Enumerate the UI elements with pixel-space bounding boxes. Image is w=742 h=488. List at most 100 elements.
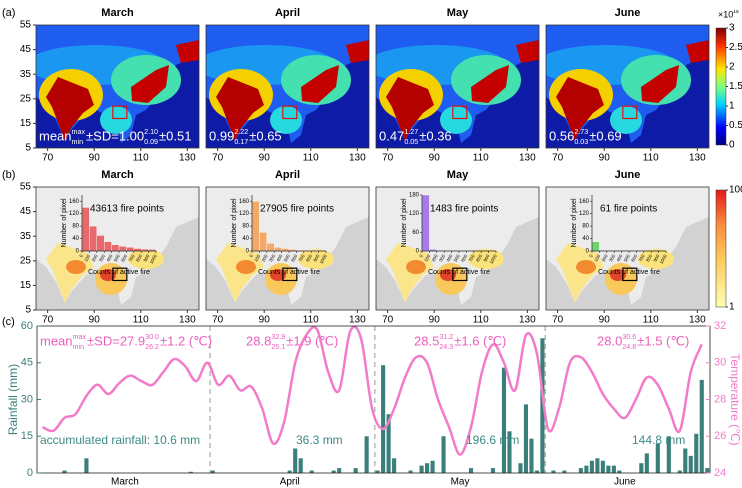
- inset-x-tick-label: 0: [418, 253, 424, 258]
- inset-y-tick-label: 160: [239, 199, 250, 205]
- inset-x-tick-label: 200: [431, 253, 439, 262]
- rain-bar: [507, 431, 512, 473]
- study-box: [452, 105, 468, 120]
- inset-y-tick-label: 40: [582, 236, 589, 242]
- rain-bar: [705, 468, 710, 473]
- histogram-bar: [281, 248, 290, 252]
- map-frame: [545, 24, 710, 149]
- map-frame: [35, 24, 200, 149]
- x-tick-label: 130: [519, 153, 536, 164]
- rain-bar: [375, 470, 380, 473]
- inset-y-tick-label: 180: [409, 193, 420, 199]
- x-tick-label: 70: [212, 153, 224, 164]
- rain-bar: [430, 460, 435, 473]
- inset-x-tick-label: 200: [601, 253, 609, 262]
- temperature-stats-sub: 24.8: [622, 343, 636, 351]
- temperature-stats-sub: min: [73, 343, 85, 351]
- stats-text-sub: min: [72, 138, 84, 146]
- y2-tick-label: 28: [714, 393, 726, 405]
- rain-bar: [683, 448, 688, 473]
- histogram-bar: [266, 243, 275, 252]
- inset-y-label: Number of pixel: [61, 198, 68, 247]
- fire-points: 61 fire points: [600, 204, 657, 215]
- stats-text: 0.99: [209, 128, 234, 143]
- inset-y-tick-label: 120: [69, 211, 80, 217]
- y-tick-label: 0: [27, 467, 33, 479]
- inset-x-tick-label: 900: [482, 253, 490, 262]
- stats-text-sup: max: [72, 128, 86, 136]
- inset-x-label: Counts of active fire: [88, 269, 150, 276]
- rain-bar: [694, 433, 699, 473]
- x-tick-label: 70: [212, 315, 224, 326]
- temperature-stats: ±1.9 (℃): [286, 333, 338, 348]
- rain-bar: [578, 468, 583, 473]
- y-tick-label: 15: [20, 280, 32, 291]
- stats-text: ±0.69: [589, 128, 621, 143]
- map-frame: [375, 24, 540, 149]
- rain-bar: [595, 458, 600, 473]
- inset-x-tick-label: 300: [438, 253, 446, 262]
- study-box: [112, 105, 128, 120]
- y2-tick-label: 30: [714, 357, 726, 369]
- y-tick-label: 35: [20, 231, 32, 242]
- inset-x-tick-label: 1000: [319, 253, 329, 265]
- stats-text-sup: 2.10: [144, 128, 158, 136]
- x-tick-label: 130: [349, 315, 366, 326]
- x-tick-label: 110: [643, 153, 659, 164]
- inset-x-label: Counts of active fire: [598, 269, 660, 276]
- temperature-stats: 28.8: [246, 333, 271, 348]
- stats-text-sub: 0.17: [234, 138, 248, 146]
- temperature-stats: 28.5: [414, 333, 439, 348]
- histogram-bar: [89, 225, 98, 252]
- x-tick-label: 130: [689, 153, 706, 164]
- colorbar-tick-label: 1.5: [729, 81, 742, 92]
- inset-y-tick-label: 0: [76, 249, 80, 255]
- colorbar-tick-label: 0.5: [729, 120, 742, 131]
- rainfall-total: accumulated rainfall: 10.6 mm: [40, 433, 200, 447]
- x-tick-label: 90: [599, 153, 611, 164]
- rain-bar: [381, 365, 386, 473]
- inset-y-label: Number of pixel: [571, 198, 578, 247]
- x-tick-label: 70: [552, 315, 564, 326]
- x-tick-label: 130: [689, 315, 706, 326]
- inset-y-tick-label: 80: [582, 224, 589, 230]
- rain-bar: [688, 455, 693, 473]
- map-title: April: [275, 7, 300, 19]
- x-tick-label: 90: [259, 153, 271, 164]
- map-title: June: [615, 169, 641, 181]
- y2-tick-label: 32: [714, 320, 726, 332]
- map-frame: [35, 186, 200, 311]
- inset-x-tick-label: 300: [268, 253, 276, 262]
- rain-bar: [293, 448, 298, 473]
- colorbar-label: ×10: [718, 9, 733, 19]
- inset-y-tick-label: 80: [242, 224, 249, 230]
- y-tick-label: 25: [20, 93, 32, 104]
- y-tick-label: 5: [25, 143, 31, 154]
- inset-x-label: Counts of active fire: [258, 269, 320, 276]
- rain-bar: [534, 470, 540, 473]
- inset-y-tick-label: 0: [246, 249, 250, 255]
- colorbar-label-sup: 16: [733, 9, 739, 15]
- stats-text: 0.56: [549, 128, 574, 143]
- inset-y-label: Number of pixel: [231, 198, 238, 247]
- inset-x-tick-label: 0: [78, 253, 84, 258]
- temperature-stats-sup: 30.6: [622, 333, 636, 341]
- y-tick-label: 35: [20, 69, 32, 80]
- rainfall-total: 36.3 mm: [296, 433, 343, 447]
- temperature-stats-sup: 32.9: [271, 333, 285, 341]
- x-tick-label: 70: [42, 153, 54, 164]
- rain-bar: [677, 470, 682, 473]
- inset-x-tick-label: 600: [460, 253, 468, 262]
- panel-label: (c): [2, 316, 15, 328]
- y2-axis-label: Temperature (℃): [728, 353, 742, 445]
- map-title: May: [447, 7, 469, 19]
- map-frame: [205, 186, 370, 311]
- stats-text-sup: 1.27: [404, 128, 418, 136]
- rain-bar: [353, 468, 358, 473]
- inset-x-tick-label: 500: [283, 253, 291, 262]
- y-tick-label: 15: [21, 430, 33, 442]
- inset-x-tick-label: 0: [248, 253, 254, 258]
- inset-x-tick-label: 700: [468, 253, 476, 262]
- temperature-stats-sub: 26.2: [145, 343, 159, 351]
